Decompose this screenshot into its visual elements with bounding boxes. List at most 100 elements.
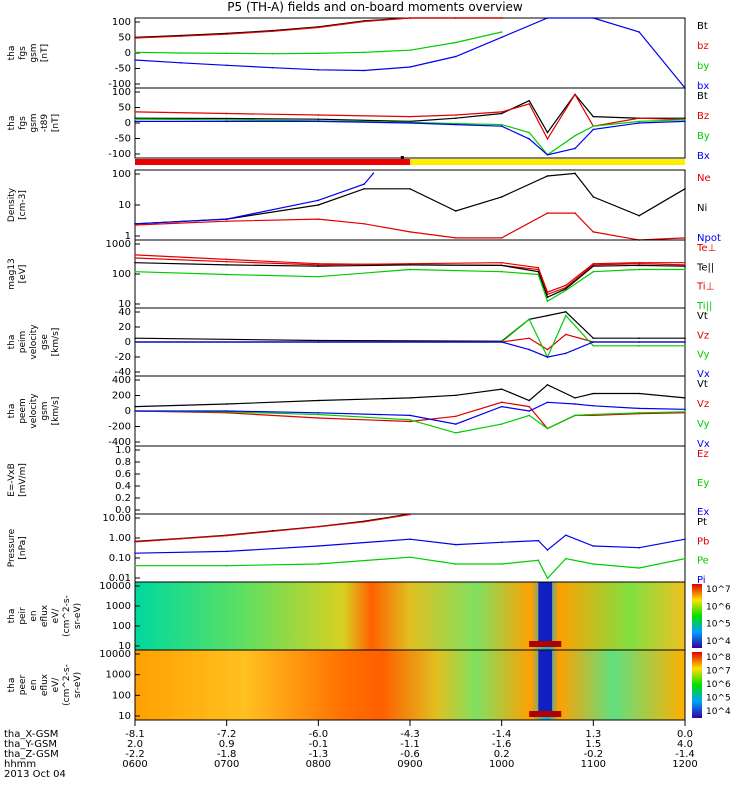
panel-temperature-ytick: 10 [118,299,131,310]
panel-density-legend-Npot: Npot [697,233,721,244]
panel-fgs-ytick: -50 [115,64,131,75]
panel-fgs-89-point-Bx [546,154,549,156]
panel-fgs-89-point-Bt [528,99,530,102]
panel-temperature-point-Te|| [638,264,640,267]
panel-temperature-point-Te⊥ [409,262,411,265]
panel-efield-legend-Ez: Ez [697,449,709,460]
panel-fgs-ytick: 0 [125,48,131,59]
panel-fgs-89-legend-Bx: Bx [697,151,710,162]
panel-temperature-point-Ti|| [225,273,228,276]
panel-peer-lowband-red [529,711,562,717]
panel-velocity-gsm-point-Vx [455,423,457,425]
xaxis-value: -0.6 [400,749,420,760]
panel-peer-ylabel-line: (cm^2-s- [62,664,72,706]
panel-peer-ylabel-line: tha [7,678,17,693]
panel-velocity-gsm-ytick: -200 [108,422,131,433]
xaxis-value: -1.8 [217,749,237,760]
panel-pressure-series-Pi [134,534,686,554]
panel-velocity-gse-point-Vx [546,356,549,358]
panel-density-point-Ne [500,237,503,239]
panel-fgs-ytick: 50 [118,33,131,44]
panel-efield-ylabel-line: [mV/m] [18,463,28,497]
xaxis-value: 0.0 [677,729,693,740]
panel-velocity-gse-point-Vt [684,337,686,340]
panel-velocity-gsm-point-Vy [638,411,640,414]
panel-fgs-point-bx [455,55,457,58]
panel-temperature-point-Te|| [565,288,567,290]
panel-velocity-gsm-point-Vt [455,394,457,397]
panel-fgs-ylabel-line: gsm [29,43,39,62]
panel-temperature-series-Ti|| [134,268,685,303]
panel-fgs-89-point-Bx [638,122,640,124]
panel-fgs-89-ylabel-line: fgs [18,116,28,130]
panel-fgs-89-ylabel-line: [nT] [51,114,61,132]
panel-fgs-ytick: -100 [108,79,131,90]
panel-pressure-point-Pi [409,538,411,540]
panel-fgs-89-point-By [592,125,595,127]
panel-fgs-89-point-Bx [225,120,228,123]
panel-density-ytick: 1 [125,231,131,242]
panel-fgs-89-legend-By: By [697,131,710,142]
xaxis-value: 4.0 [677,739,693,750]
panel-velocity-gsm-point-Vy [455,432,457,434]
panel-peir-ylabel-line: (cm^2-s- [62,595,72,637]
panel-density-point-Ni [500,196,503,198]
panel-temperature-point-Te⊥ [317,264,320,266]
panel-fgs-point-bz [271,30,274,33]
panel-peer-dropout-band [538,650,553,712]
panel-fgs-89-point-By [638,120,640,123]
panel-peir-ylabel-line: tha [7,609,17,624]
panel-velocity-gsm-point-Vz [317,417,320,419]
panel-pressure-point-Pi [500,541,503,544]
panel-velocity-gsm-point-Vt [528,399,530,402]
panel-pressure-point-Pe [684,557,686,560]
panel-density-point-Ni [574,172,576,175]
xaxis-row-label: tha_Z-GSM [4,749,59,760]
panel-fgs-89-point-Bz [574,93,576,96]
panel-fgs-89-point-Bz [638,117,640,120]
panel-velocity-gse-point-Vx [500,341,503,343]
panel-temperature-legend-Ti||: Ti|| [696,301,712,312]
xaxis-value: 0700 [214,759,239,770]
panel-fgs-89-point-Bx [574,147,576,150]
panel-fgs-ylabel-line: fgs [18,46,28,60]
panel-efield-ytick: 0.6 [115,469,131,480]
panel-velocity-gse-point-Vx [317,341,320,343]
panel-density-point-Ne [409,231,411,233]
panel-density-point-Ne [225,220,228,222]
panel-velocity-gse-point-Vz [565,333,567,336]
panel-peir-colorbar-tick: 10^4 [706,637,731,647]
panel-density-series-Ne [134,212,686,241]
xaxis-value: 1.3 [585,729,601,740]
panel-peer-ytick: 10 [118,711,131,722]
panel-velocity-gsm-point-Vx [574,403,576,405]
xaxis-value: 2.0 [127,739,143,750]
panel-pressure-point-Pb [317,526,320,528]
panel-peer-colorbar [692,652,702,718]
xaxis-row-label: tha_X-GSM [4,729,58,740]
panel-fgs-point-bz [455,17,457,19]
panel-velocity-gse-point-Vt [317,339,320,342]
panel-velocity-gsm-point-Vt [574,397,576,399]
panel-velocity-gse-point-Vx [684,341,686,343]
panel-fgs-89-series-Bx [135,120,686,156]
panel-pressure-point-Pi [455,543,457,546]
panel-velocity-gsm-ytick: 0 [125,406,131,417]
panel-velocity-gsm-point-Vx [225,410,228,412]
panel-pressure-legend-Pe: Pe [697,556,709,567]
panel-efield-ytick: 0.8 [115,457,131,468]
panel-peir-ytick: 100 [112,621,131,632]
panel-velocity-gsm-point-Vx [546,401,549,404]
panel-velocity-gsm-point-Vx [528,410,530,412]
panel-velocity-gse-legend-Vx: Vx [697,369,710,380]
panel-pressure-point-Pb [271,530,274,533]
panel-velocity-gsm-point-Vx [409,414,411,417]
panel-fgs-89-point-By [574,134,576,137]
panel-velocity-gsm-ylabel-line: velocity [29,393,39,429]
panel-fgs-ylabel-line: [nT] [40,44,50,62]
panel-density-point-Ne [317,218,320,220]
chart-title: P5 (TH-A) fields and on-board moments ov… [227,0,523,14]
panel-fgs-89-point-Bt [684,117,686,120]
panel-velocity-gse-legend-Vz: Vz [697,330,709,341]
